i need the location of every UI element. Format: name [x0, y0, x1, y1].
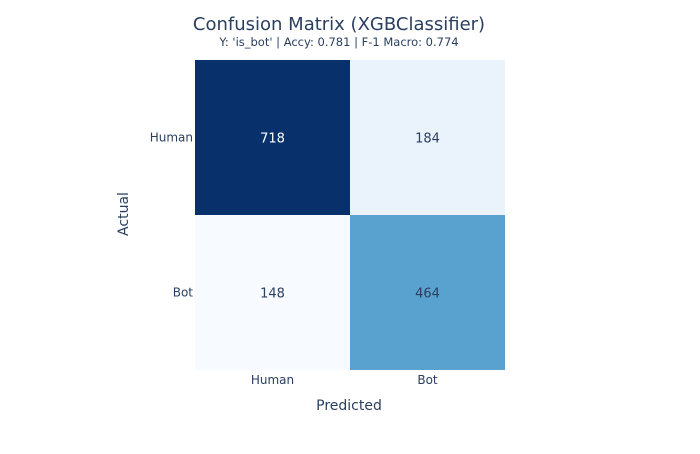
y-axis-title: Actual — [116, 192, 132, 236]
y-axis-tick-labels: Human Bot — [150, 131, 194, 300]
heatmap-cell-labels: 718 184 148 464 — [260, 132, 440, 302]
heatmap-cell-human-human — [195, 60, 350, 215]
cell-value-label: 148 — [260, 287, 285, 302]
x-axis-tick-labels: Human Bot — [251, 373, 438, 387]
x-tick-label: Bot — [417, 373, 438, 387]
heatmap-cell-human-bot — [350, 60, 505, 215]
cell-value-label: 718 — [260, 132, 285, 147]
chart-title: Confusion Matrix (XGBClassifier) — [193, 14, 485, 35]
x-tick-label: Human — [251, 373, 294, 387]
chart-subtitle: Y: 'is_bot' | Accy: 0.781 | F-1 Macro: 0… — [218, 35, 458, 49]
heatmap-cell-bot-human — [195, 215, 350, 370]
cell-value-label: 464 — [415, 287, 440, 302]
heatmap-cells — [195, 60, 505, 370]
y-tick-label: Bot — [173, 286, 194, 300]
heatmap-cell-bot-bot — [350, 215, 505, 370]
x-axis-title: Predicted — [316, 398, 382, 414]
cell-value-label: 184 — [415, 132, 440, 147]
y-tick-label: Human — [150, 131, 193, 145]
